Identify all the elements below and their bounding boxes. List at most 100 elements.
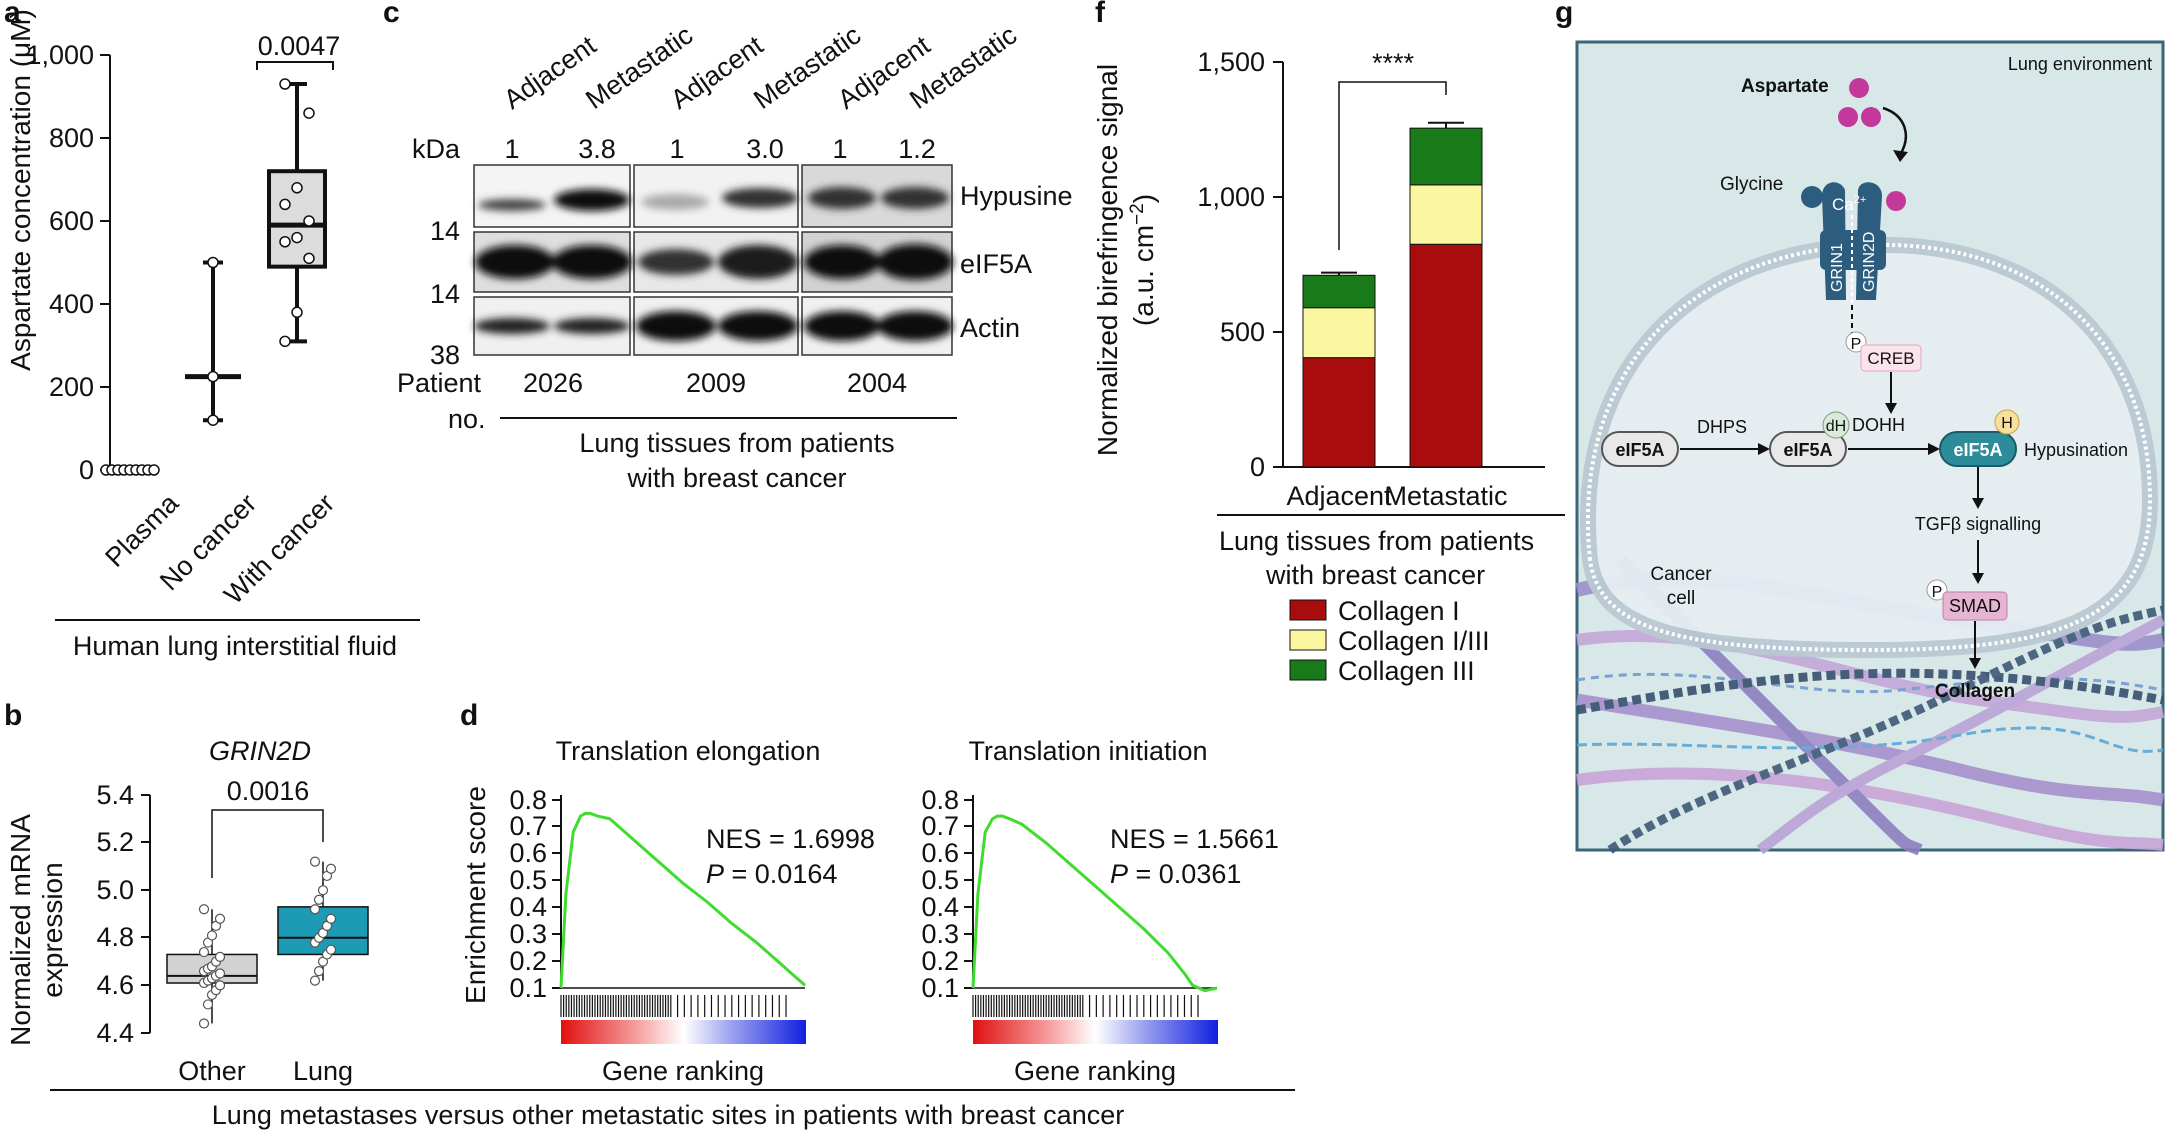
dohh-label: DOHH — [1852, 415, 1905, 435]
data-point — [206, 930, 218, 941]
grin1-label: GRIN1 — [1829, 243, 1846, 292]
panel-letter-g: g — [1555, 0, 1573, 29]
data-point — [303, 252, 315, 265]
gsea-enrichment-curve — [559, 811, 806, 989]
data-point — [202, 999, 214, 1010]
gsea-pvalue: P = 0.0361 — [1110, 859, 1241, 889]
panel-b-significance-bracket — [211, 809, 324, 878]
gsea-ytick: 0.4 — [921, 892, 959, 922]
panel-c-ratio: 1.2 — [898, 134, 936, 164]
panel-b-ytick: 5.2 — [96, 827, 134, 857]
phospho-label: P — [1851, 336, 1862, 353]
hypusine-badge — [1994, 409, 2020, 435]
gsea-nes: NES = 1.5661 — [1110, 824, 1279, 854]
gsea-ytick: 0.3 — [921, 919, 959, 949]
data-point — [279, 78, 291, 90]
panel-letter-b: b — [4, 699, 22, 732]
panel-f-group-line2: with breast cancer — [1265, 560, 1485, 590]
panel-b-plot — [166, 856, 369, 1029]
cancer-cell-label-line1: Cancer — [1650, 564, 1712, 585]
gsea-yticks: 0.8 0.7 0.6 0.5 0.4 0.3 0.2 0.1 — [509, 785, 561, 1003]
band — [804, 311, 880, 341]
smad-box — [1942, 591, 2008, 621]
stacked-bar-segment — [1302, 307, 1376, 359]
panel-bd-footer: Lung metastases versus other metastatic … — [212, 1100, 1124, 1130]
phospho-label: P — [1932, 584, 1943, 601]
band — [554, 318, 630, 334]
panel-f-legend: Collagen I Collagen I/III Collagen III — [1289, 596, 1490, 686]
panel-f-ytick: 500 — [1220, 317, 1265, 347]
gsea-ytick: 0.2 — [921, 946, 959, 976]
legend-label: Collagen III — [1338, 656, 1475, 686]
data-point — [198, 904, 210, 915]
legend-swatch-collagen-i-iii — [1289, 629, 1327, 651]
panel-c-ratio: 1 — [669, 134, 684, 164]
panel-a-ytick: 600 — [49, 206, 94, 236]
stacked-bar-segment — [1302, 357, 1376, 468]
data-point — [198, 946, 210, 958]
membrane-texture — [1586, 242, 2153, 653]
tgfb-label: TGFβ signalling — [1915, 514, 2041, 534]
dhps-label: DHPS — [1697, 417, 1747, 437]
data-point — [279, 335, 291, 348]
phospho-badge — [1926, 579, 1948, 601]
box — [267, 169, 327, 269]
panel-g: g Lung environment Cancer cell Aspartate — [1555, 0, 2166, 856]
gsea-ytick: 0.3 — [509, 919, 547, 949]
panel-c-patient-label-line1: Patient — [397, 368, 482, 398]
panel-a-ytick: 1,000 — [26, 40, 94, 70]
panel-b-ytick: 4.4 — [96, 1018, 134, 1048]
gsea-xlabel: Gene ranking — [602, 1056, 764, 1086]
cancer-cell-label-line2: cell — [1667, 588, 1696, 609]
gsea-ytick: 0.1 — [921, 973, 959, 1003]
panel-c-patient-id: 2009 — [686, 368, 746, 398]
data-point — [313, 966, 325, 977]
data-point — [148, 464, 160, 476]
panel-c-kda-mark: 14 — [430, 216, 460, 246]
panel-a-ylabel: Aspartate concentration (μM) — [5, 9, 36, 371]
gsea-nes: NES = 1.6998 — [706, 824, 875, 854]
gsea-plot-elongation: Translation elongation 0.8 0.7 0.6 0.5 0… — [509, 736, 874, 1086]
band — [478, 199, 546, 211]
band — [552, 245, 632, 279]
panel-b-ytick: 5.4 — [96, 780, 134, 810]
panel-a-ytick: 400 — [49, 289, 94, 319]
gsea-pvalue: P = 0.0164 — [706, 859, 837, 889]
band — [881, 187, 949, 209]
data-point — [291, 182, 303, 194]
data-point — [291, 231, 303, 244]
stacked-bar-segment — [1302, 274, 1376, 309]
data-point — [313, 894, 325, 905]
gsea-ytick: 0.6 — [509, 838, 547, 868]
panel-b: b GRIN2D Normalized mRNA expression 5.4 … — [4, 699, 369, 1086]
stacked-bar-segment — [1409, 184, 1483, 245]
calcium-label: Ca2+ — [1832, 194, 1866, 214]
panel-b-ylabel-line2: expression — [37, 862, 68, 997]
panel-a-ytick: 0 — [79, 455, 94, 485]
data-point — [325, 863, 337, 874]
panel-f-ytick: 0 — [1250, 452, 1265, 482]
data-point — [309, 856, 321, 867]
eif5a-label: eIF5A — [1953, 440, 2002, 460]
panel-b-pvalue: 0.0016 — [227, 776, 310, 806]
smad-label: SMAD — [1949, 596, 2001, 616]
panel-c: c Adjacent Metastatic Adjacent Metastati… — [383, 0, 1073, 493]
panel-c-ratio: 1 — [832, 134, 847, 164]
collagen-label: Collagen — [1935, 681, 2015, 702]
panel-c-patient-id: 2004 — [847, 368, 907, 398]
panel-d: d Enrichment score Translation elongatio… — [460, 699, 1279, 1086]
eif5a-label: eIF5A — [1615, 440, 1664, 460]
panel-c-kda-label: kDa — [412, 134, 461, 164]
data-point — [214, 980, 226, 991]
panel-b-ylabel-line1: Normalized mRNA — [5, 814, 36, 1046]
panel-c-ratio: 3.8 — [578, 134, 616, 164]
panel-c-kda-mark: 38 — [430, 340, 460, 370]
gsea-yticks: 0.8 0.7 0.6 0.5 0.4 0.3 0.2 0.1 — [921, 785, 973, 1003]
panel-a-ytick: 800 — [49, 123, 94, 153]
bar-category-label: Adjacent — [1286, 481, 1392, 511]
eif5a-label: eIF5A — [1783, 440, 1832, 460]
data-point — [325, 944, 337, 955]
aspartate-bound — [1886, 191, 1906, 211]
panel-f-yticks: 1,500 1,000 500 0 — [1197, 47, 1283, 482]
panel-b-ytick: 5.0 — [96, 875, 134, 905]
